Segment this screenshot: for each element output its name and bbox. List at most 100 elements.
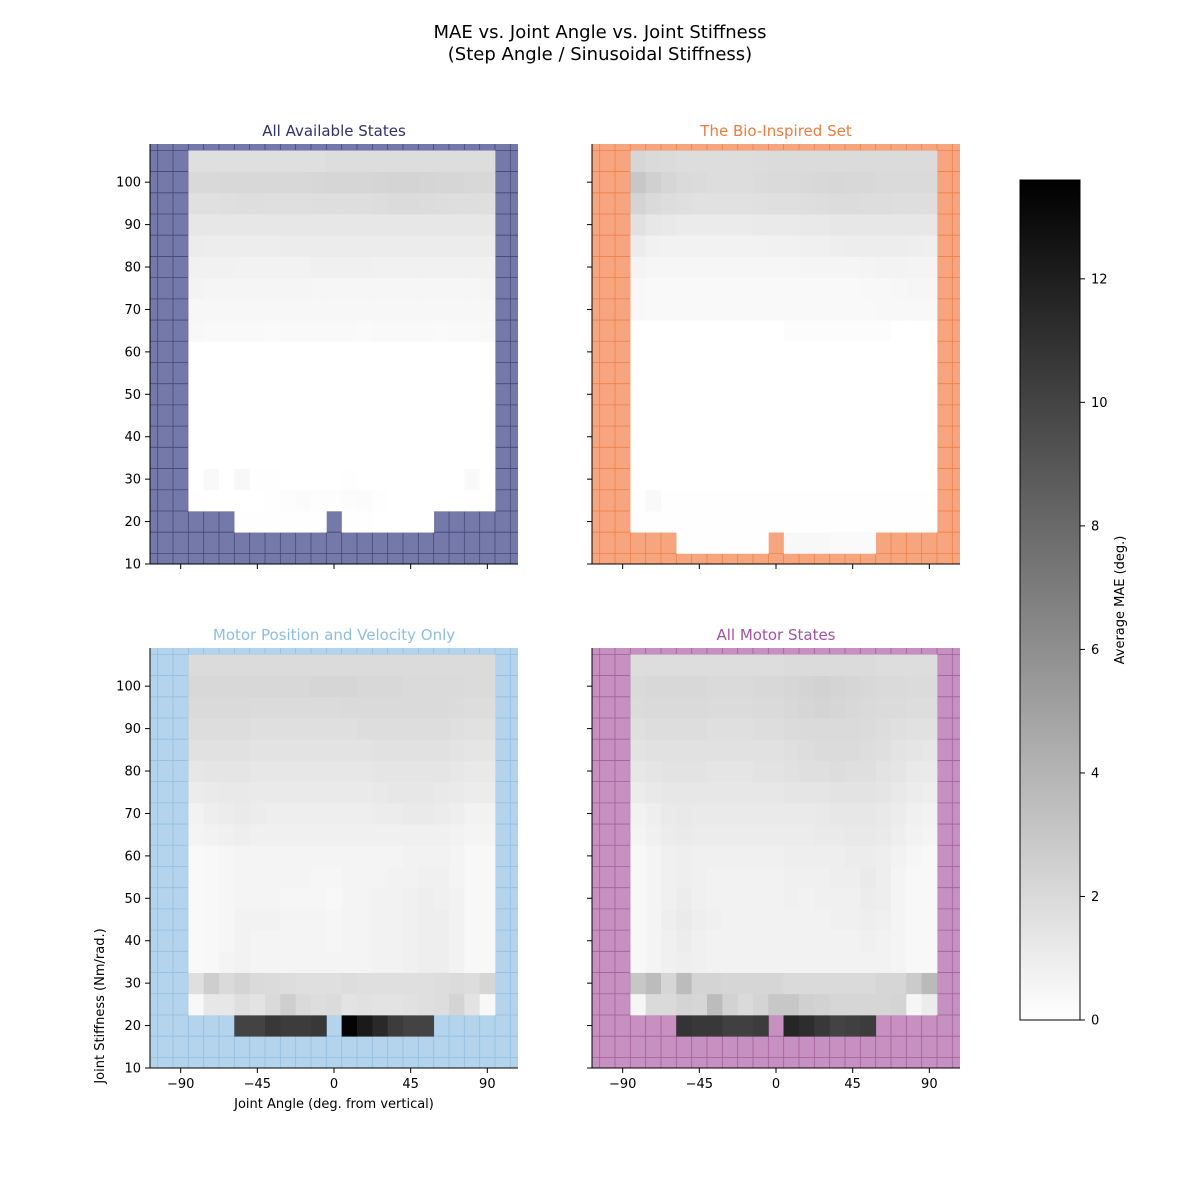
heatmap-cell [464,887,481,910]
heatmap-cell [783,675,800,698]
heatmap-cell [265,739,281,761]
heatmap-cell [814,696,831,719]
heatmap-cell [234,468,251,491]
heatmap-cell [203,781,220,804]
heatmap-cell [707,802,723,825]
heatmap-cell [418,235,435,257]
heatmap-cell [219,866,235,889]
x-tick-label: 45 [402,1077,419,1092]
heatmap-cell [875,214,892,236]
heatmap-cell [326,277,343,300]
heatmap-cell [691,718,708,740]
heatmap-cell [464,320,481,342]
heatmap-cell [418,696,435,719]
heatmap-cell [249,866,266,889]
heatmap-cell [691,362,708,385]
heatmap-cell [875,341,892,363]
heatmap-cell [630,675,647,698]
heatmap-cell [860,489,877,512]
heatmap-cell [722,447,739,469]
heatmap-cell [906,426,923,448]
heatmap-cell [280,468,297,491]
heatmap-cell [479,993,496,1016]
heatmap-cell [433,696,450,719]
heatmap-cell [630,510,647,533]
heatmap-cell [403,781,419,804]
heatmap-cell [829,235,846,257]
heatmap-cell [295,696,312,719]
heatmap-cell [753,972,769,995]
heatmap-cell [891,468,907,491]
heatmap-cell [814,972,831,995]
heatmap-cell [280,383,297,406]
heatmap-cell [265,696,281,719]
heatmap-cell [799,845,815,867]
heatmap-cell [722,675,739,698]
heatmap-cell [630,298,647,321]
heatmap-cell [249,362,266,385]
heatmap-cell [875,824,892,846]
heatmap-cell [418,320,435,342]
heatmap-cell [737,951,754,973]
heatmap-cell [188,739,205,761]
heatmap-cell [403,362,419,385]
heatmap-cell [921,150,938,172]
heatmap-cell [449,951,465,973]
heatmap-cell [630,993,647,1016]
heatmap-cell [737,320,754,342]
heatmap-cell [464,171,481,194]
heatmap-cell [722,972,739,995]
heatmap-cell [188,802,205,825]
heatmap-cell [722,866,739,889]
heatmap-cell [661,320,677,342]
heatmap-cell [829,781,846,804]
heatmap-cell [387,718,404,740]
heatmap-cell [341,468,358,491]
heatmap-cell [326,739,343,761]
heatmap-cell [219,171,235,194]
heatmap-cell [357,404,373,427]
heatmap-cell [845,654,861,676]
heatmap-cell [433,256,450,279]
heatmap-cell [418,214,435,236]
heatmap-cell [645,760,662,783]
heatmap-cell [357,447,373,469]
y-tick-label: 30 [124,977,141,992]
heatmap-cell [737,696,754,719]
heatmap-cell [707,908,723,931]
heatmap-cell [799,404,815,427]
heatmap-cell [814,1014,831,1037]
heatmap-cell [219,362,235,385]
heatmap-cell [630,277,647,300]
heatmap-cell [249,489,266,512]
heatmap-cell [860,510,877,533]
heatmap-cell [783,150,800,172]
heatmap-cell [311,887,327,910]
heatmap-cell [479,739,496,761]
heatmap-cell [479,930,496,952]
heatmap-panel-3: 10 20 30 40 50 60 70 80 90 100 −90 −45 0 45 90 Motor Po… [93,626,518,1112]
heatmap-cell [203,675,220,698]
heatmap-cell [265,930,281,952]
heatmap-cell [630,654,647,676]
heatmap-panel-4: −90 −45 0 45 90 All Motor States [587,626,960,1092]
heatmap-cell [814,739,831,761]
heatmap-cell [921,887,938,910]
heatmap-cell [341,426,358,448]
heatmap-panel-2: The Bio-Inspired Set [587,122,960,569]
heatmap-cell [753,214,769,236]
heatmap-cell [311,489,327,512]
heatmap-cell [661,696,677,719]
heatmap-cell [860,468,877,491]
heatmap-cell [645,235,662,257]
heatmap-cell [799,675,815,698]
heatmap-cell [799,192,815,215]
heatmap-cell [449,489,465,512]
heatmap-cell [387,654,404,676]
heatmap-cell [234,887,251,910]
heatmap-cell [753,150,769,172]
heatmap-cell [707,696,723,719]
heatmap-cell [783,277,800,300]
heatmap-cell [814,510,831,533]
heatmap-cell [891,887,907,910]
